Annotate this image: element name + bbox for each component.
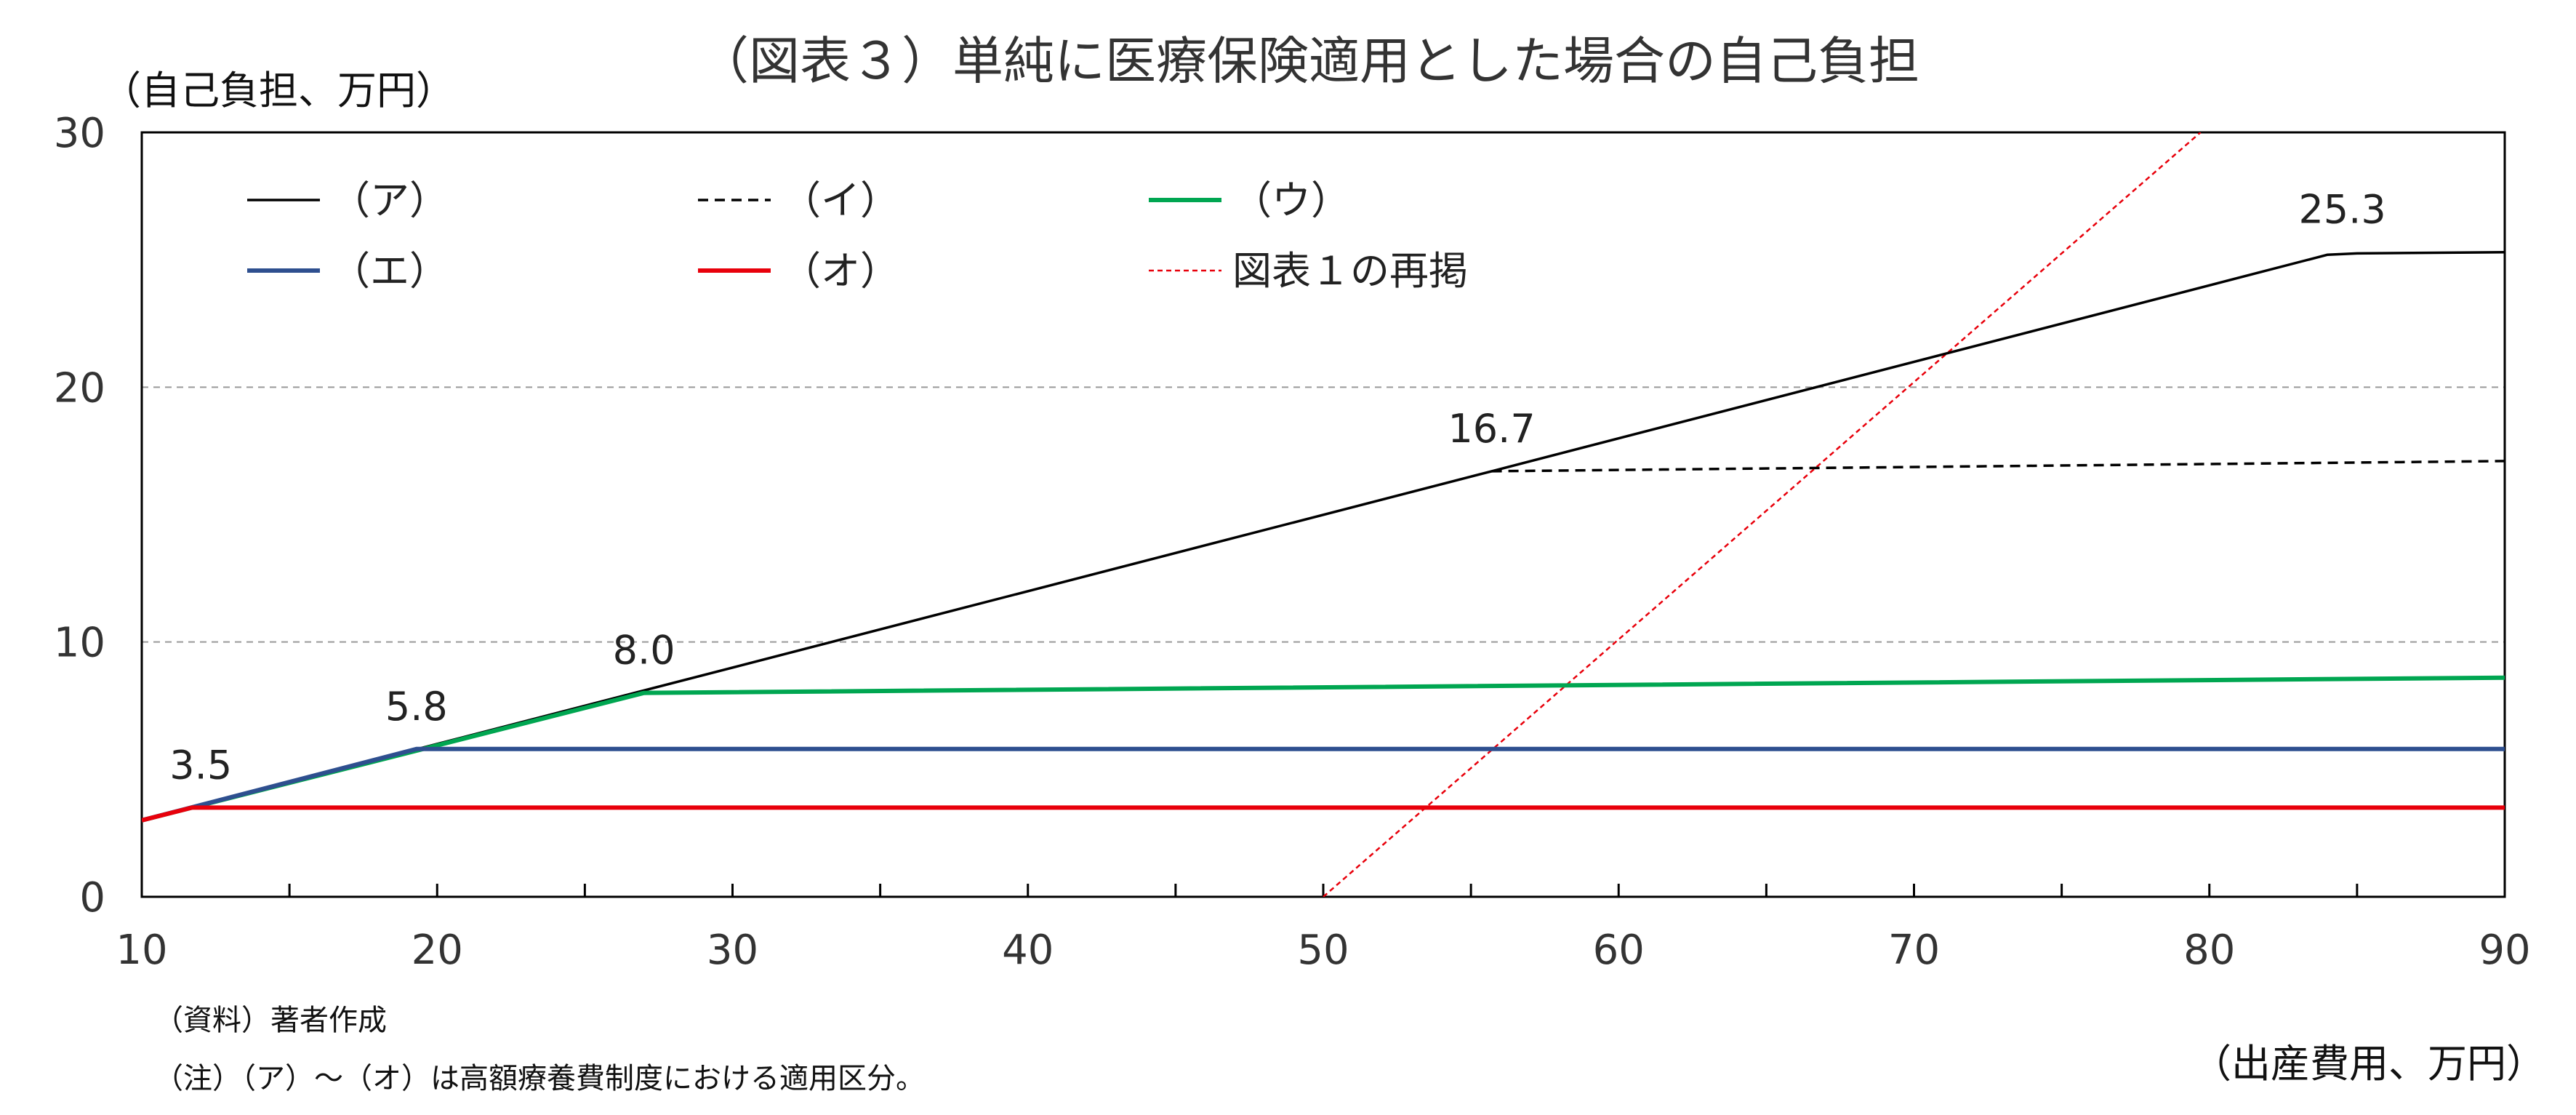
y-tick-label: 20 [54, 364, 105, 412]
x-tick-label: 60 [1593, 927, 1645, 974]
legend-label: 図表１の再掲 [1232, 248, 1468, 294]
x-axis-title: （出産費用、万円） [2192, 1041, 2545, 1087]
series-line-2 [1491, 460, 2505, 473]
x-tick-label: 30 [707, 927, 758, 974]
legend-label: （ウ） [1232, 177, 1350, 223]
data-label: 3.5 [169, 742, 232, 788]
series-line-5 [142, 805, 2505, 823]
x-tick-label: 10 [116, 927, 167, 974]
legend-label: （エ） [331, 248, 449, 294]
x-tick-label: 50 [1297, 927, 1349, 974]
x-tick-label: 40 [1002, 927, 1054, 974]
legend-label: （ア） [331, 177, 449, 223]
series-group [142, 132, 2505, 897]
chart-title: （図表３）単純に医療保険適用とした場合の自己負担 [698, 31, 1919, 91]
x-tick-label: 80 [2183, 927, 2235, 974]
data-label: 8.0 [613, 628, 675, 674]
x-tick-label: 70 [1888, 927, 1940, 974]
data-label: 5.8 [385, 684, 448, 730]
y-axis-title: （自己負担、万円） [102, 68, 455, 113]
y-tick-label: 10 [54, 620, 105, 667]
series-line-6 [1323, 132, 2202, 897]
data-label: 25.3 [2298, 187, 2386, 233]
y-tick-label: 0 [79, 874, 105, 922]
x-tick-label: 20 [412, 927, 463, 974]
series-line-4 [142, 746, 2505, 823]
x-tick-label: 90 [2479, 927, 2530, 974]
source-note: （資料）著者作成 [154, 1004, 387, 1037]
series-line-1 [142, 250, 2505, 822]
y-tick-label: 30 [54, 110, 105, 157]
footnote: （注）（ア）～（オ）は高額療養費制度における適用区分。 [154, 1062, 925, 1095]
data-label: 16.7 [1448, 406, 1535, 452]
legend-label: （イ） [782, 177, 899, 223]
legend-label: （オ） [782, 248, 899, 294]
